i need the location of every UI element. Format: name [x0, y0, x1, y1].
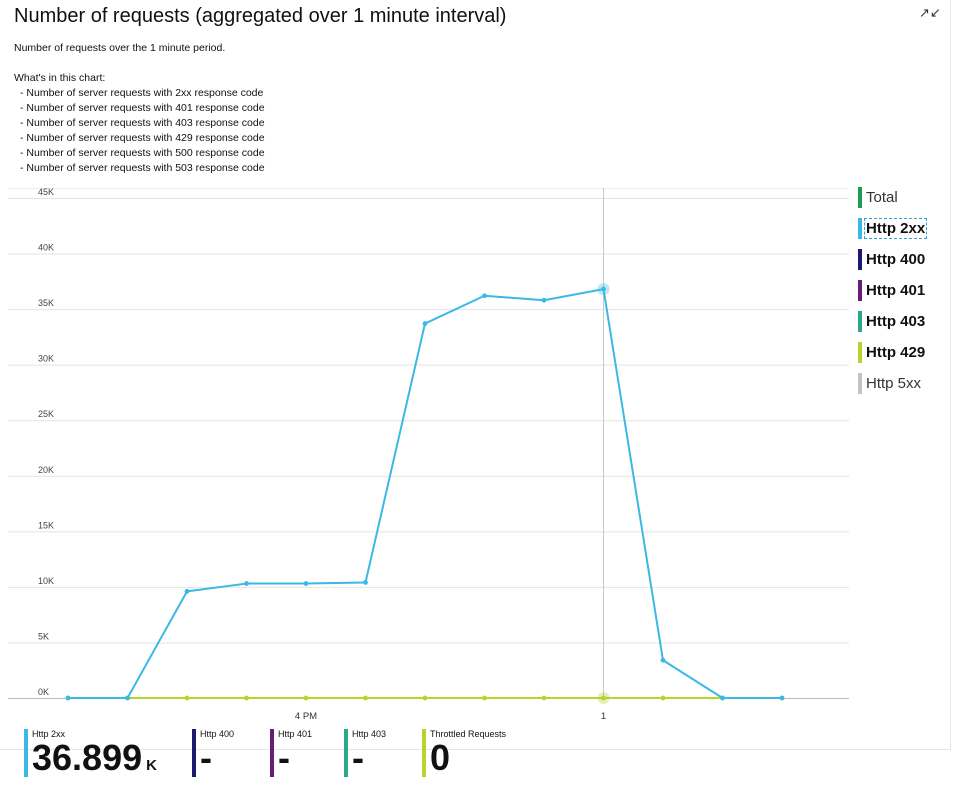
tile-value: -	[352, 737, 364, 778]
legend-label: Http 2xx	[863, 218, 928, 239]
description-item: - Number of server requests with 500 res…	[20, 147, 265, 159]
legend-swatch	[858, 342, 862, 363]
legend-swatch	[858, 187, 862, 208]
tile-unit: K	[146, 757, 157, 774]
tile-color-bar	[344, 729, 348, 777]
data-point	[601, 286, 606, 292]
data-point	[660, 695, 666, 701]
legend-swatch	[858, 249, 862, 270]
data-point	[720, 695, 725, 701]
grid-lines	[8, 188, 849, 699]
legend-item-total[interactable]: Total	[858, 187, 948, 208]
legend-item-http-5xx[interactable]: Http 5xx	[858, 373, 948, 394]
data-point	[541, 297, 547, 303]
legend-label: Http 5xx	[866, 375, 922, 392]
legend-swatch	[858, 373, 862, 394]
legend-item-http-400[interactable]: Http 400	[858, 249, 948, 270]
data-point	[541, 695, 547, 701]
tile-http-2xx[interactable]: Http 2xx 36.899 K	[24, 729, 157, 777]
legend-item-http-401[interactable]: Http 401	[858, 280, 948, 301]
description-item: - Number of server requests with 403 res…	[20, 117, 265, 129]
data-point	[125, 695, 130, 701]
tile-label: Http 400	[200, 729, 235, 739]
y-axis-ticks: 0K 5K 10K 15K 20K 25K 30K 35K 40K 45K	[38, 187, 54, 697]
tile-value: 0	[430, 737, 451, 778]
tile-http-403[interactable]: Http 403 -	[344, 729, 386, 777]
tile-color-bar	[270, 729, 274, 777]
legend-item-http-2xx[interactable]: Http 2xx	[858, 218, 948, 239]
data-point	[482, 695, 487, 701]
data-point	[184, 695, 190, 701]
tile-http-400[interactable]: Http 400 -	[192, 729, 234, 777]
legend-label: Http 401	[866, 282, 926, 299]
data-point	[363, 580, 368, 585]
legend-item-http-403[interactable]: Http 403	[858, 311, 948, 332]
y-tick-label: 15K	[38, 520, 54, 530]
data-point	[601, 695, 606, 701]
y-tick-label: 45K	[38, 187, 54, 197]
y-tick-label: 0K	[38, 687, 49, 697]
x-tick-label: 4 PM	[295, 711, 317, 722]
legend-swatch	[858, 311, 862, 332]
y-tick-label: 10K	[38, 576, 54, 586]
data-point	[422, 321, 428, 326]
y-tick-label: 5K	[38, 631, 49, 641]
description-item: - Number of server requests with 503 res…	[20, 162, 265, 174]
tile-http-401[interactable]: Http 401 -	[270, 729, 312, 777]
legend-label: Http 400	[866, 251, 926, 268]
tile-label: Http 401	[278, 729, 313, 739]
description-item: - Number of server requests with 2xx res…	[20, 87, 264, 99]
data-point	[244, 695, 249, 701]
tile-value: -	[278, 737, 290, 778]
y-tick-label: 25K	[38, 409, 54, 419]
tile-color-bar	[192, 729, 196, 777]
tile-value: -	[200, 737, 212, 778]
tile-color-bar	[422, 729, 426, 777]
data-point	[184, 588, 190, 594]
y-tick-label: 20K	[38, 465, 54, 475]
legend-label: Total	[866, 189, 898, 206]
data-point	[363, 695, 368, 701]
data-point	[303, 695, 309, 701]
description-heading: What's in this chart:	[14, 72, 106, 84]
tile-label: Throttled Requests	[430, 729, 507, 739]
tile-label: Http 403	[352, 729, 387, 739]
x-tick-label: 1	[601, 711, 606, 722]
chart-legend: Total Http 2xx Http 400 Http 401 Http 40…	[858, 187, 948, 404]
data-point	[65, 695, 71, 701]
collapse-arrows-icon[interactable]: ↗↙	[919, 5, 941, 20]
tile-throttled-requests[interactable]: Throttled Requests 0	[422, 729, 506, 777]
legend-label: Http 403	[866, 313, 926, 330]
chart-series	[65, 283, 785, 704]
data-point	[482, 293, 487, 299]
data-point	[422, 695, 428, 701]
tile-value: 36.899	[32, 737, 143, 778]
chart-description: Number of requests over the 1 minute per…	[14, 41, 265, 176]
tile-label: Http 2xx	[32, 729, 66, 739]
data-point	[244, 581, 249, 586]
data-point	[660, 657, 666, 663]
y-tick-label: 40K	[38, 243, 54, 253]
series-line	[68, 288, 782, 699]
tile-color-bar	[24, 729, 28, 777]
data-point	[779, 695, 785, 701]
legend-swatch	[858, 218, 862, 239]
x-axis-ticks: 4 PM 1	[295, 711, 606, 722]
y-tick-label: 30K	[38, 354, 54, 364]
data-point	[303, 581, 309, 586]
y-tick-label: 35K	[38, 298, 54, 308]
chart-card	[0, 0, 951, 750]
description-item: - Number of server requests with 429 res…	[20, 132, 265, 144]
series-http-429	[65, 692, 785, 704]
legend-item-http-429[interactable]: Http 429	[858, 342, 948, 363]
description-summary: Number of requests over the 1 minute per…	[14, 42, 226, 54]
legend-label: Http 429	[866, 344, 926, 361]
description-item: - Number of server requests with 401 res…	[20, 102, 265, 114]
series-http-2xx	[65, 283, 785, 701]
chart-title: Number of requests (aggregated over 1 mi…	[14, 5, 507, 27]
legend-swatch	[858, 280, 862, 301]
plot-top-border	[8, 188, 849, 189]
